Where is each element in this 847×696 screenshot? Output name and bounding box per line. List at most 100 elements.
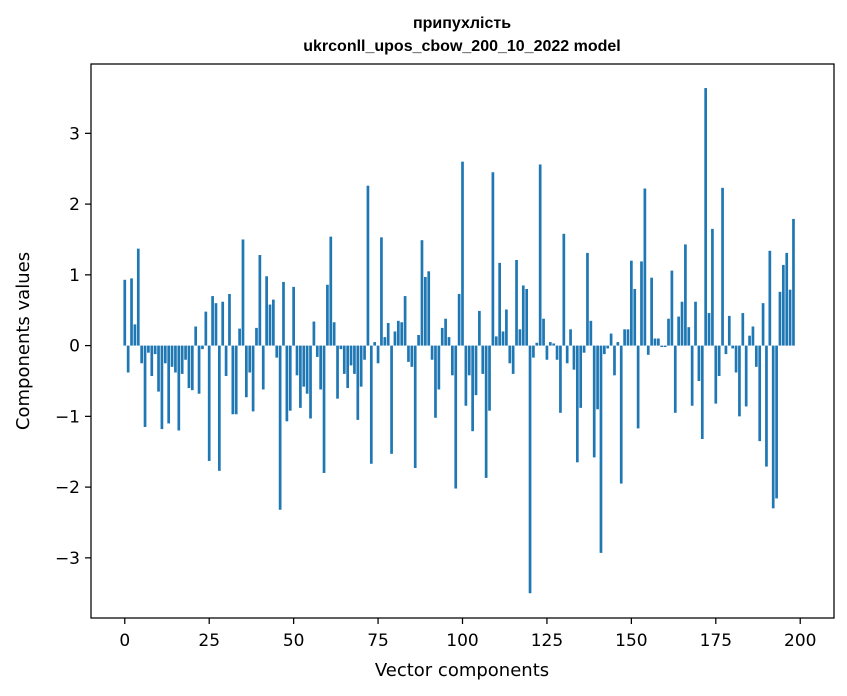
bar [147, 345, 150, 353]
x-axis-label: Vector components [375, 660, 549, 681]
bar [231, 345, 235, 415]
bar [589, 320, 593, 346]
bar [174, 345, 177, 373]
bar [288, 345, 292, 411]
plot-frame [90, 63, 835, 619]
bar [521, 285, 525, 346]
bar [217, 345, 221, 471]
bar [346, 345, 350, 389]
bar [221, 301, 225, 346]
bar [643, 188, 647, 346]
bar [582, 345, 586, 353]
bar [390, 345, 393, 454]
bar [167, 345, 171, 424]
bar [518, 329, 522, 346]
bar [515, 259, 518, 346]
bar [163, 345, 167, 364]
bar [326, 284, 329, 346]
x-axis-ticks: 0 25 50 75 100 125 150 175 200 [119, 618, 816, 651]
bar [771, 345, 775, 509]
bar [160, 345, 164, 430]
bar [478, 310, 481, 346]
x-tick-label: 75 [367, 631, 389, 651]
bar [447, 337, 451, 346]
bar [261, 345, 265, 390]
bar [234, 345, 238, 415]
bar [785, 252, 789, 346]
bar [657, 338, 660, 346]
bar [562, 233, 566, 346]
bar [315, 345, 319, 357]
bar [724, 345, 728, 355]
y-tick-label: −1 [55, 407, 80, 427]
bar [275, 345, 279, 358]
y-tick-label: 2 [69, 195, 80, 215]
bar [143, 345, 147, 427]
y-tick-label: 0 [69, 337, 80, 357]
bar [255, 327, 258, 346]
bar [579, 345, 583, 408]
bar [383, 337, 387, 346]
bar [319, 345, 322, 390]
bar [619, 345, 623, 484]
bar [569, 329, 572, 346]
chart-title-line1: припухлість [413, 15, 511, 32]
bar [265, 276, 268, 346]
bar [427, 271, 431, 346]
bar [754, 345, 758, 367]
bar [396, 320, 400, 346]
bar [606, 345, 610, 349]
bar [555, 345, 559, 360]
bar [272, 299, 275, 346]
bar [184, 345, 187, 360]
bar [751, 326, 755, 346]
bar [738, 345, 741, 417]
bar [734, 345, 738, 373]
bar [295, 345, 299, 376]
bar [660, 345, 664, 348]
bar [278, 345, 282, 510]
bar [505, 309, 508, 346]
x-tick-label: 125 [531, 631, 563, 651]
bar [386, 322, 390, 346]
bar [646, 345, 650, 355]
bar [170, 345, 174, 367]
bar [123, 279, 127, 346]
bar [204, 311, 208, 346]
bar [616, 342, 620, 346]
bar [599, 345, 603, 553]
bar [768, 250, 772, 346]
bar [353, 345, 356, 374]
bar [559, 345, 562, 413]
bar [552, 343, 556, 346]
x-tick-label: 100 [446, 631, 478, 651]
bar [339, 345, 343, 350]
bar [781, 264, 785, 346]
bar [241, 239, 245, 346]
bar [444, 318, 447, 346]
bar [765, 345, 768, 467]
bar [180, 345, 184, 374]
bar [410, 345, 414, 367]
bar [677, 316, 680, 346]
bar [532, 345, 535, 358]
bar [626, 329, 630, 346]
bar [650, 277, 653, 346]
bar [258, 255, 262, 346]
bar [312, 321, 316, 346]
x-tick-label: 25 [198, 631, 220, 651]
bar [741, 313, 745, 346]
bar [349, 345, 353, 366]
bar [245, 345, 248, 398]
bar [440, 327, 444, 346]
bar [305, 345, 309, 394]
bar [126, 345, 130, 373]
x-tick-label: 175 [700, 631, 732, 651]
bar [494, 336, 498, 346]
x-tick-label: 150 [615, 631, 647, 651]
bar [282, 281, 285, 346]
bar [673, 345, 677, 413]
bar [451, 345, 454, 376]
bar [366, 185, 370, 346]
bar [592, 345, 596, 458]
